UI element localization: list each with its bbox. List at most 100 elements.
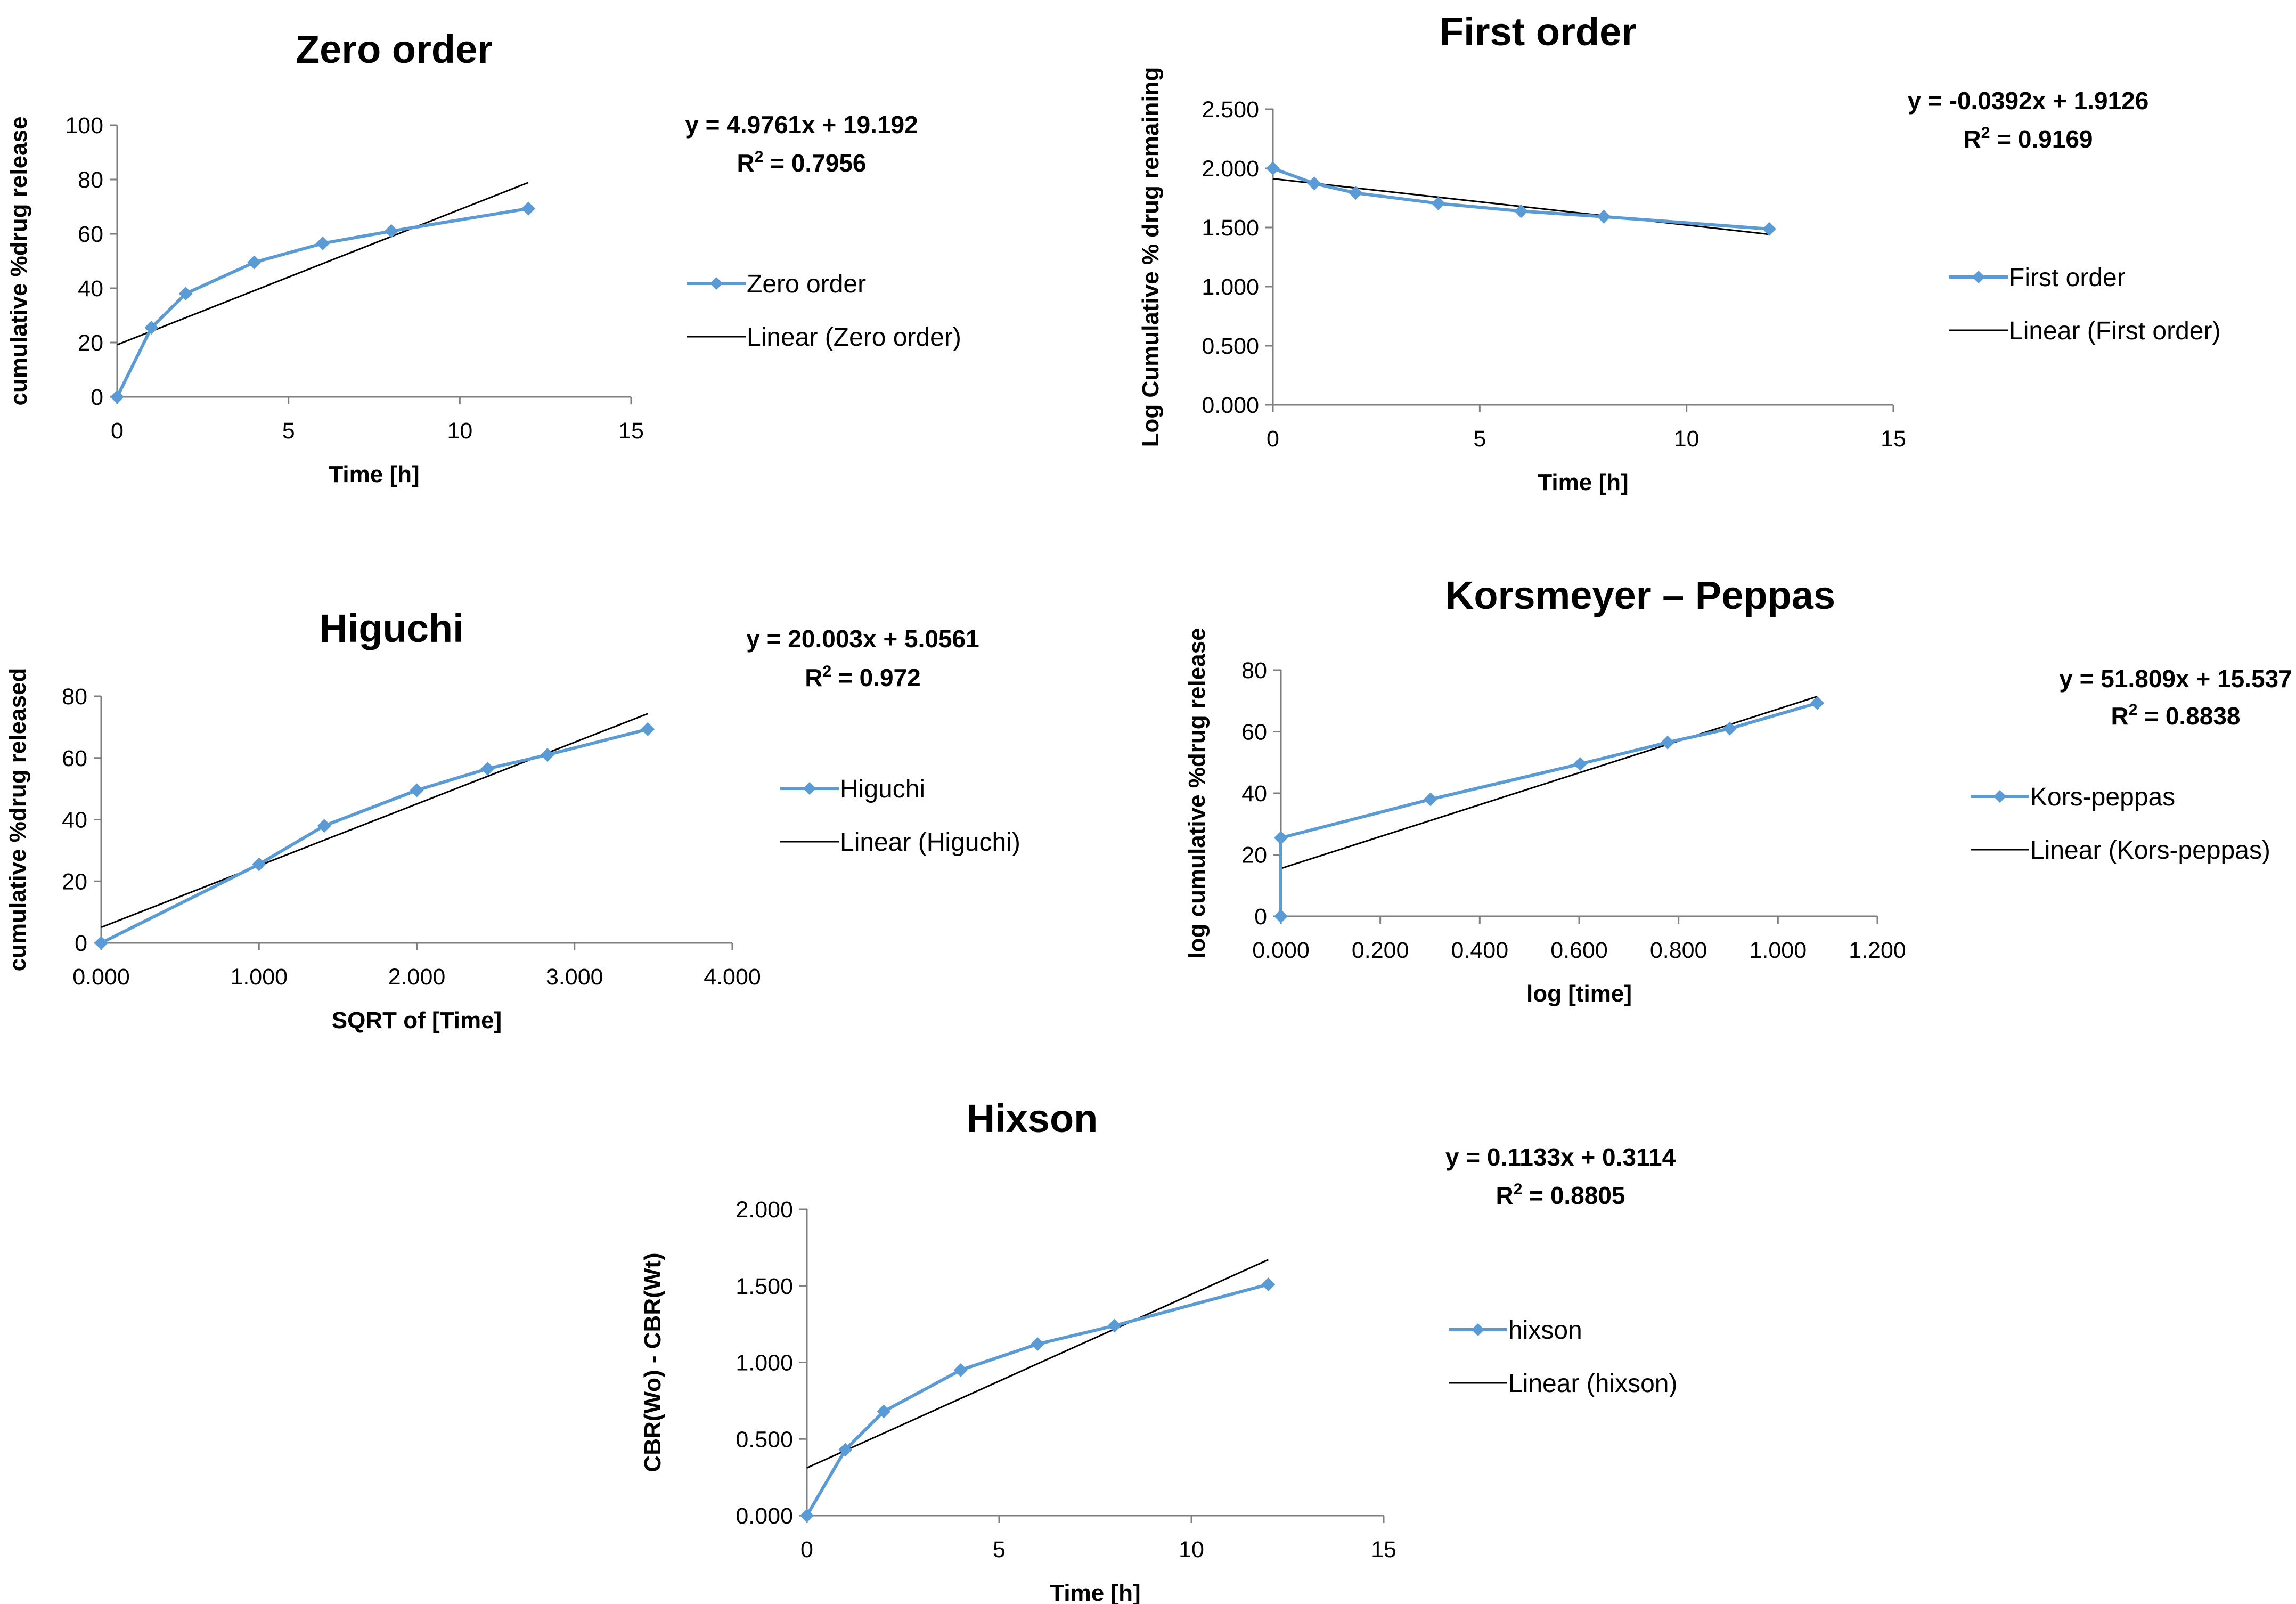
y-tick-label: 60 (78, 222, 103, 247)
data-point (252, 857, 266, 872)
y-tick-label: 0.500 (1202, 333, 1259, 359)
data-point (1274, 831, 1288, 845)
r-squared: R2 = 0.972 (805, 663, 920, 691)
legend-trend-label: Linear (hixson) (1508, 1370, 1677, 1398)
y-tick-label: 1.000 (1202, 274, 1259, 300)
legend-series-marker (710, 277, 723, 290)
chart-title: Hixson (967, 1096, 1098, 1141)
trend-equation: y = 0.1133x + 0.3114 (1445, 1143, 1676, 1171)
data-point (1307, 176, 1321, 191)
data-point (1266, 161, 1280, 175)
legend-trend-label: Linear (Zero order) (747, 323, 961, 352)
y-tick-label: 20 (62, 869, 87, 894)
chart-title: Zero order (296, 27, 493, 71)
trendline (117, 182, 529, 346)
x-tick-label: 0.000 (1252, 938, 1310, 963)
data-point (1261, 1277, 1276, 1291)
r-squared-value: = 0.8805 (1522, 1182, 1625, 1209)
x-tick-label: 0 (111, 418, 124, 444)
r-squared-symbol: R (1963, 125, 1981, 153)
legend-series-label: First order (2009, 264, 2126, 292)
data-point (1274, 909, 1288, 923)
x-tick-label: 15 (1881, 426, 1906, 452)
x-tick-label: 10 (1179, 1537, 1204, 1562)
series-line (1272, 167, 1770, 231)
y-tick-label: 80 (1241, 658, 1267, 683)
y-tick-label: 20 (1241, 843, 1267, 868)
data-point (1722, 721, 1737, 736)
data-point (94, 936, 108, 950)
x-tick-label: 1.000 (1750, 938, 1807, 963)
data-point (1597, 209, 1611, 224)
legend-series-label: Higuchi (840, 775, 925, 803)
r-squared-symbol: R (805, 664, 822, 691)
trend-equation: y = -0.0392x + 1.9126 (1908, 87, 2149, 115)
y-tick-label: 1.000 (736, 1350, 793, 1376)
y-tick-label: 2.000 (1202, 156, 1259, 182)
x-axis-label: Time [h] (1050, 1580, 1140, 1604)
x-tick-label: 5 (282, 418, 295, 444)
chart-title: First order (1440, 10, 1637, 54)
y-axis-label: cumulative %drug released (5, 668, 31, 972)
x-tick-label: 5 (1473, 426, 1486, 452)
x-tick-label: 0 (1267, 426, 1279, 452)
y-tick-label: 40 (62, 808, 87, 833)
x-tick-label: 0.600 (1550, 938, 1608, 963)
chart-zero: Zero order 0 20 40 60 80 100 0 5 10 15 Time [h] cumu… (6, 27, 961, 487)
x-tick-label: 15 (1371, 1537, 1396, 1562)
x-tick-label: 0.800 (1650, 938, 1707, 963)
y-tick-label: 60 (1241, 720, 1267, 745)
x-axis-label: log [time] (1526, 981, 1632, 1007)
x-tick-label: 0 (800, 1537, 813, 1562)
r-squared-symbol: R (737, 149, 754, 177)
y-tick-label: 2.000 (736, 1197, 793, 1223)
legend-series-marker (803, 782, 816, 795)
x-tick-label: 0.000 (72, 964, 130, 990)
trendline (1280, 696, 1818, 869)
data-point (540, 747, 554, 762)
chart-title: Higuchi (319, 606, 463, 650)
data-point (1810, 696, 1825, 710)
r-squared-superscript: 2 (823, 663, 832, 680)
r-squared-symbol: R (1496, 1182, 1513, 1209)
data-point (110, 390, 124, 404)
legend-trend-label: Linear (Kors-peppas) (2030, 836, 2270, 865)
y-tick-label: 1.500 (1202, 215, 1259, 241)
y-axis-label: Log Cumulative % drug remaining (1138, 67, 1164, 447)
chart-kp: Korsmeyer – Peppas 0 20 40 60 80 0.000 0.200 0.4… (1184, 573, 2292, 1007)
y-tick-label: 1.500 (736, 1274, 793, 1299)
series-line (805, 1282, 1269, 1517)
r-squared-superscript: 2 (755, 148, 764, 166)
trendline (806, 1259, 1269, 1469)
x-tick-label: 0.200 (1352, 938, 1409, 963)
y-tick-label: 0 (75, 931, 87, 956)
r-squared-value: = 0.972 (831, 664, 921, 691)
y-tick-label: 60 (62, 746, 87, 771)
data-point (317, 819, 331, 833)
r-squared: R2 = 0.8805 (1496, 1180, 1625, 1209)
legend-series-label: hixson (1508, 1316, 1582, 1345)
y-tick-label: 40 (78, 276, 103, 302)
data-point (1514, 204, 1528, 218)
y-tick-label: 0 (91, 385, 103, 410)
y-axis-label: CBR(Wo) - CBR(Wt) (640, 1252, 666, 1472)
data-point (384, 224, 398, 238)
data-point (1031, 1337, 1045, 1351)
y-axis-label: cumulative %drug release (6, 117, 32, 406)
x-tick-label: 4.000 (704, 964, 761, 990)
data-point (953, 1363, 968, 1377)
r-squared: R2 = 0.7956 (737, 148, 866, 177)
x-tick-label: 1.200 (1849, 938, 1906, 963)
data-point (800, 1509, 814, 1522)
x-tick-label: 3.000 (546, 964, 603, 990)
trendline (101, 713, 648, 929)
y-tick-label: 0.000 (736, 1503, 793, 1529)
x-tick-label: 15 (618, 418, 644, 444)
y-tick-label: 0 (1254, 904, 1267, 930)
trend-equation: y = 51.809x + 15.537 (2059, 665, 2292, 693)
data-point (480, 762, 495, 776)
r-squared-superscript: 2 (1981, 124, 1990, 142)
legend-series-marker (1472, 1323, 1484, 1336)
legend-series-marker (1972, 271, 1985, 283)
